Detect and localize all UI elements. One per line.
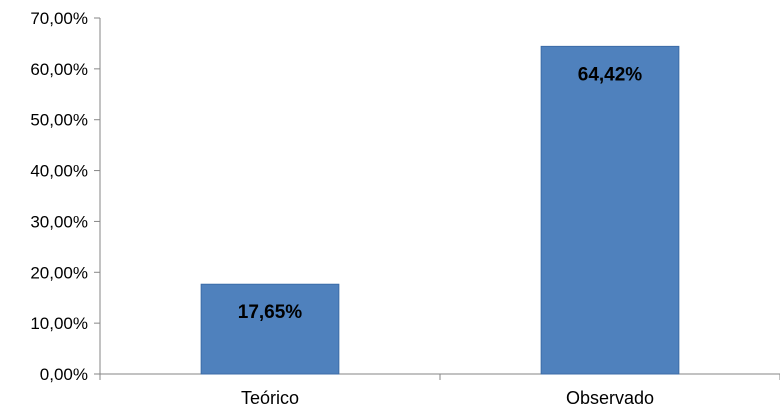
bar-0	[200, 283, 340, 375]
data-labels: 17,65% 64,42%	[238, 64, 643, 323]
x-category-label: Teórico	[241, 388, 299, 408]
y-axis: 0,00% 10,00% 20,00% 30,00% 40,00% 50,00% 60,00…	[30, 9, 101, 384]
x-axis: Teórico Observado	[99, 373, 780, 408]
y-tick-label: 10,00%	[30, 314, 88, 333]
y-tick-label: 30,00%	[30, 212, 88, 231]
y-tick-label: 0,00%	[40, 365, 88, 384]
y-tick-label: 50,00%	[30, 111, 88, 130]
bar-1	[540, 45, 680, 375]
data-label: 64,42%	[578, 64, 643, 85]
y-tick-label: 20,00%	[30, 263, 88, 282]
bars	[200, 45, 680, 375]
y-tick-label: 70,00%	[30, 9, 88, 28]
y-tick-label: 60,00%	[30, 60, 88, 79]
data-label: 17,65%	[238, 302, 303, 323]
y-tick-label: 40,00%	[30, 162, 88, 181]
x-category-label: Observado	[566, 388, 654, 408]
